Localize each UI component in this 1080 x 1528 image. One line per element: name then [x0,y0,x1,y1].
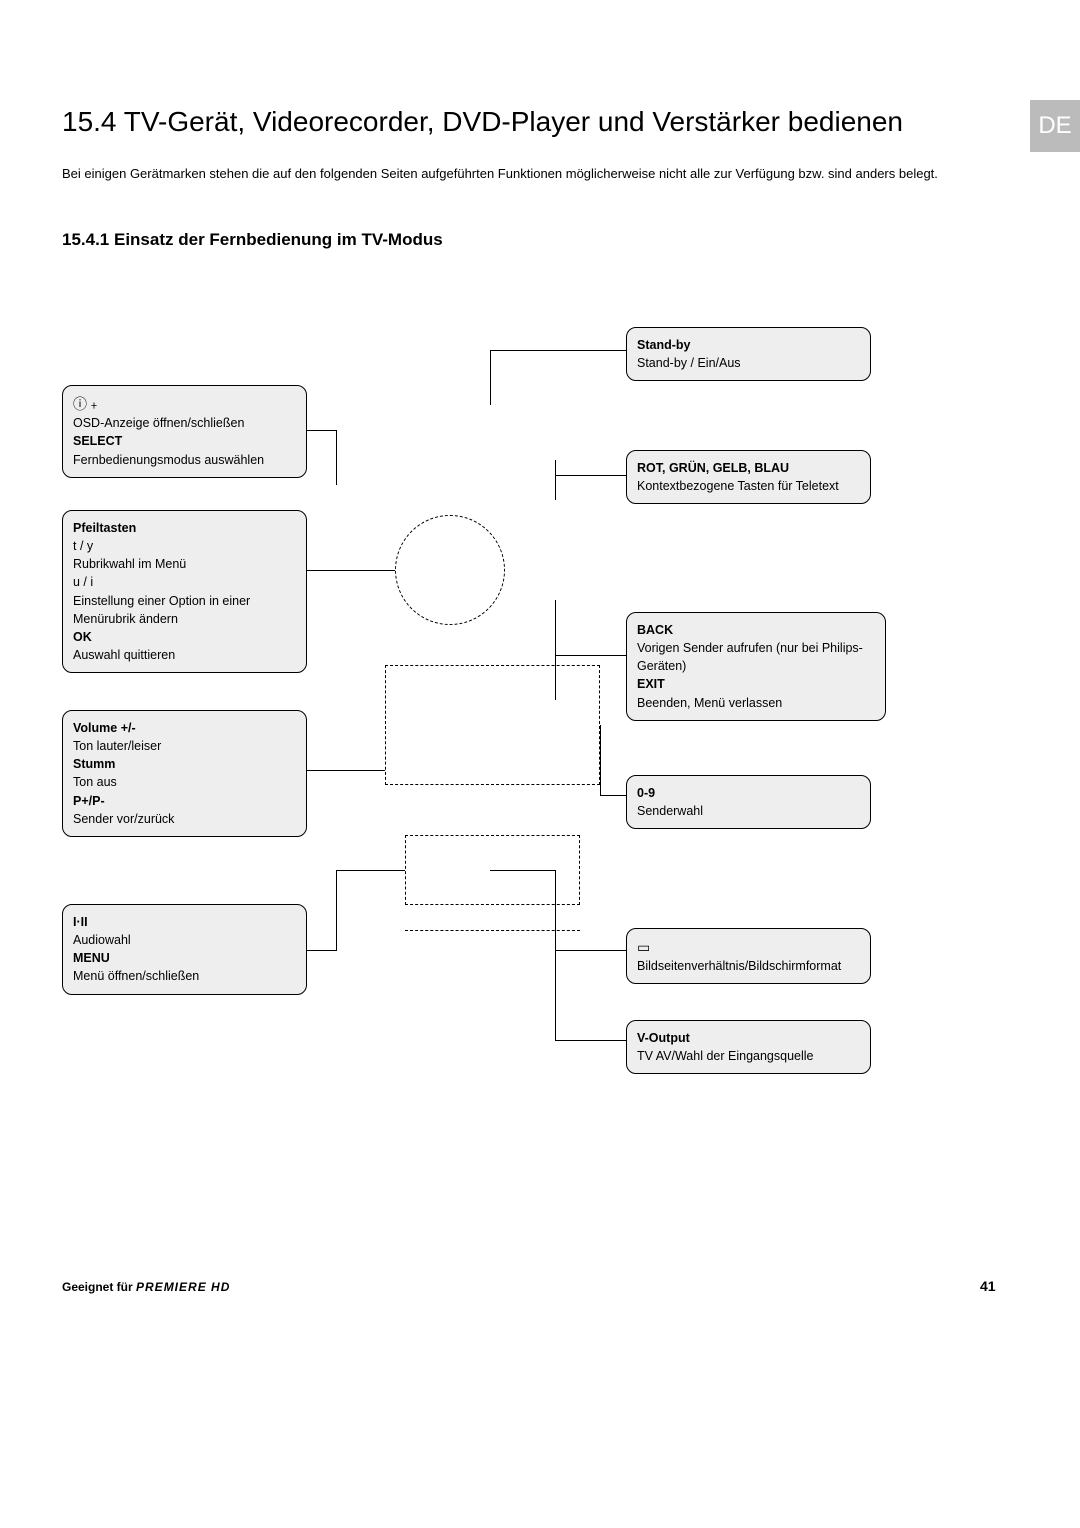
audio-text: Audiowahl [73,933,131,947]
aspect-icon: ▭ [637,937,650,957]
connector [555,655,626,656]
intro-text: Bei einigen Gerätmarken stehen die auf d… [62,165,952,183]
standby-label: Stand-by [637,338,690,352]
connector [307,770,385,771]
arrow-l4: Einstellung einer Option in einer Menüru… [73,594,250,626]
connector [600,795,626,796]
callout-digits: 0-9 Senderwahl [626,775,871,829]
color-text: Kontextbezogene Tasten für Teletext [637,479,839,493]
connector [490,870,555,871]
osd-text: OSD-Anzeige öffnen/schließen [73,416,244,430]
pfeiltasten-label: Pfeiltasten [73,521,136,535]
menu-label: MENU [73,951,110,965]
audio-icon: I·II [73,915,88,929]
connector [307,570,395,571]
callout-back-exit: BACK Vorigen Sender aufrufen (nur bei Ph… [626,612,886,721]
page-title: 15.4 TV-Gerät, Videorecorder, DVD-Player… [62,106,962,138]
footer-prefix: Geeignet für [62,1280,136,1294]
connector [336,870,405,871]
pp-label: P+/P- [73,794,105,808]
ok-text: Auswahl quittieren [73,648,175,662]
connector [555,950,626,951]
connector [307,430,337,431]
digits-label: 0-9 [637,786,655,800]
standby-text: Stand-by / Ein/Aus [637,356,741,370]
volume-text: Ton lauter/leiser [73,739,161,753]
section-heading: 15.4.1 Einsatz der Fernbedienung im TV-M… [62,230,443,250]
arrow-l2: Rubrikwahl im Menü [73,557,186,571]
footer-left: Geeignet für PREMIERE HD [62,1280,230,1294]
menu-text: Menü öffnen/schließen [73,969,199,983]
color-label: ROT, GRÜN, GELB, BLAU [637,461,789,475]
callout-audio-menu: I·II Audiowahl MENU Menü öffnen/schließe… [62,904,307,995]
connector [336,870,337,951]
digits-text: Senderwahl [637,804,703,818]
volume-label: Volume +/- [73,721,136,735]
connector [555,475,626,476]
ok-label: OK [73,630,92,644]
connector [490,350,626,351]
stumm-text: Ton aus [73,775,117,789]
connector [490,350,491,405]
voutput-text: TV AV/Wahl der Eingangsquelle [637,1049,814,1063]
remote-divider [405,930,580,931]
connector [555,950,556,1041]
connector [555,600,556,700]
remote-numpad-outline [385,665,600,785]
connector [555,1040,626,1041]
connector [336,430,337,485]
remote-dpad-outline [395,515,505,625]
connector [307,950,337,951]
page-number: 41 [980,1278,996,1294]
connector [555,460,556,500]
exit-label: EXIT [637,677,665,691]
language-tab: DE [1030,100,1080,152]
aspect-text: Bildseitenverhältnis/Bildschirmformat [637,959,841,973]
arrow-l1: t / y [73,539,93,553]
exit-text: Beenden, Menü verlassen [637,696,782,710]
callout-v-output: V-Output TV AV/Wahl der Eingangsquelle [626,1020,871,1074]
voutput-label: V-Output [637,1031,690,1045]
callout-standby: Stand-by Stand-by / Ein/Aus [626,327,871,381]
pp-text: Sender vor/zurück [73,812,174,826]
callout-arrows-ok: Pfeiltasten t / y Rubrikwahl im Menü u /… [62,510,307,673]
callout-aspect: ▭ Bildseitenverhältnis/Bildschirmformat [626,928,871,984]
back-label: BACK [637,623,673,637]
info-icon: ⓘ﹢ [73,394,101,414]
select-text: Fernbedienungsmodus auswählen [73,453,264,467]
arrow-l3: u / i [73,575,93,589]
connector [555,870,556,951]
callout-volume-mute-p: Volume +/- Ton lauter/leiser Stumm Ton a… [62,710,307,837]
footer-brand: PREMIERE HD [136,1280,230,1294]
stumm-label: Stumm [73,757,115,771]
back-text: Vorigen Sender aufrufen (nur bei Philips… [637,641,863,673]
connector [600,725,601,796]
callout-osd-select: ⓘ﹢ OSD-Anzeige öffnen/schließen SELECT F… [62,385,307,478]
callout-color-buttons: ROT, GRÜN, GELB, BLAU Kontextbezogene Ta… [626,450,871,504]
select-label: SELECT [73,434,122,448]
